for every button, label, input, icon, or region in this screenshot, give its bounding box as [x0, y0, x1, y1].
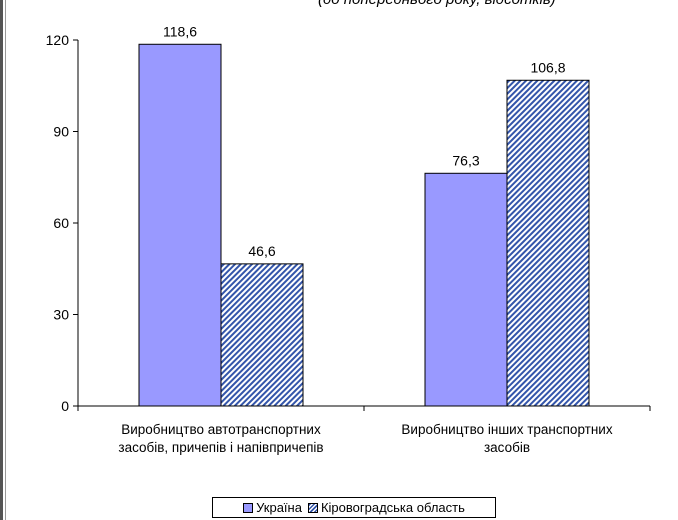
bar	[138, 43, 222, 407]
legend-label-ukraine: Україна	[256, 500, 302, 515]
legend-label-region: Кіровоградська область	[320, 500, 465, 515]
bars-group	[138, 43, 590, 407]
data-label: 118,6	[163, 23, 197, 39]
legend-item-ukraine: Україна	[243, 500, 302, 515]
labels-group: 118,6 46,6 Виробництво автотранспортних зас…	[118, 23, 612, 455]
data-label: 46,6	[248, 243, 275, 259]
x-category-label: засобів	[484, 440, 530, 455]
y-tick-label: 0	[61, 398, 69, 414]
bar	[506, 79, 590, 407]
y-tick-label: 120	[46, 32, 70, 48]
x-category-label: Виробництво інших транспортних	[401, 422, 612, 437]
y-tick-label: 90	[53, 124, 69, 140]
frame-border-inner	[5, 0, 6, 520]
bar-chart: 0 30 60 90 120 118,6 46,6 Виробництво автотран…	[46, 23, 651, 455]
data-label: 106,8	[530, 59, 565, 75]
bar	[220, 263, 304, 407]
x-category-label: Виробництво автотранспортних	[121, 422, 321, 437]
legend-swatch-ukraine	[243, 502, 254, 513]
chart-subtitle: (до попереднього року, відсотків)	[318, 0, 678, 8]
frame-border	[0, 0, 3, 520]
y-tick-label: 60	[53, 215, 69, 231]
legend: Україна Кіровоградська область	[212, 497, 496, 518]
y-tick-label: 30	[53, 307, 69, 323]
legend-swatch-region	[307, 502, 318, 513]
x-category-label: засобів, причепів і напівпричепів	[118, 440, 323, 455]
data-label: 76,3	[452, 152, 479, 168]
legend-item-region: Кіровоградська область	[307, 500, 465, 515]
bar	[424, 172, 508, 407]
